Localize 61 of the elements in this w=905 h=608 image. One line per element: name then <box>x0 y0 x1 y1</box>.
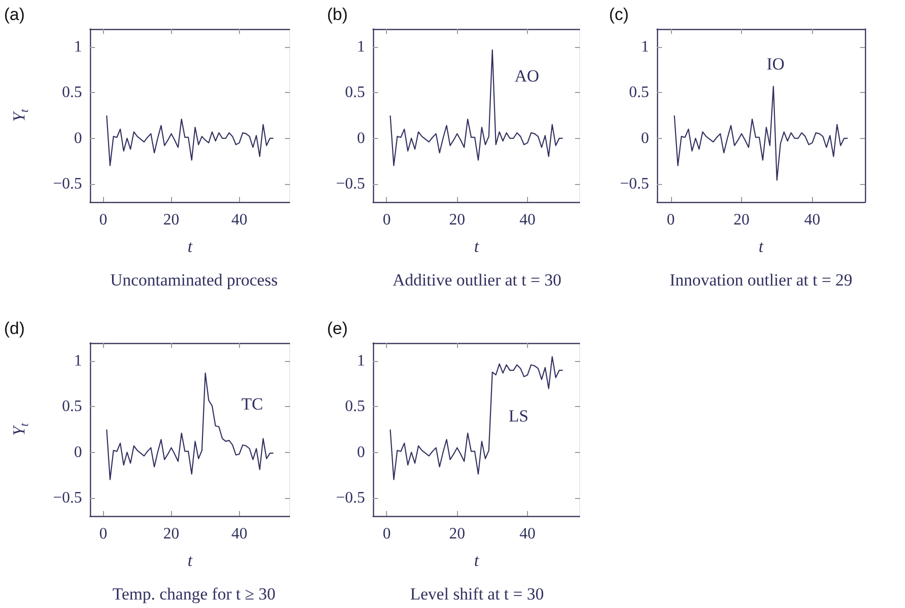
x-tick-label: 20 <box>163 526 180 542</box>
x-tick-label: 0 <box>666 212 675 228</box>
y-tick-label: 1 <box>357 352 365 370</box>
text: Temp. change for t ≥ 30 <box>112 584 276 604</box>
y-tick-label: 0.5 <box>345 84 365 102</box>
line-series <box>106 372 274 480</box>
y-tick-label: 0.5 <box>345 398 365 416</box>
chart-title: (e) <box>327 319 348 338</box>
x-tick-label: 0 <box>99 526 108 542</box>
y-axis-title: Yt <box>10 422 31 436</box>
x-tick-label: 20 <box>163 212 180 228</box>
annotation: AO <box>514 66 540 86</box>
line-series <box>674 86 848 181</box>
chart-title: (c) <box>609 5 629 24</box>
line-series <box>390 49 564 166</box>
x-axis-title: t <box>474 551 480 570</box>
y-tick-label: 1 <box>357 38 365 56</box>
text: Innovation outlier at t = 29 <box>670 270 852 290</box>
y-tick-label: −0.5 <box>336 489 365 506</box>
x-tick-label: 40 <box>231 212 248 228</box>
annotation: LS <box>508 406 529 426</box>
annotation: TC <box>241 394 264 414</box>
x-tick-label: 20 <box>449 212 466 228</box>
text: Uncontaminated process <box>110 270 278 290</box>
y-tick-label: 0.5 <box>62 84 82 102</box>
text: Level shift at t = 30 <box>410 584 544 604</box>
x-axis-title: t <box>474 237 480 256</box>
line-series <box>390 356 564 480</box>
line-series <box>106 114 274 166</box>
x-axis-title: t <box>758 237 765 256</box>
annotation: IO <box>766 54 785 74</box>
y-tick-label: 1 <box>74 38 82 56</box>
y-tick-label: −0.5 <box>336 175 365 192</box>
x-tick-label: 0 <box>382 526 391 542</box>
x-tick-label: 40 <box>520 526 536 542</box>
y-tick-label: 0.5 <box>62 398 82 416</box>
y-tick-label: 1 <box>641 38 649 56</box>
y-tick-label: 1 <box>74 352 82 370</box>
y-tick-label: −0.5 <box>52 175 82 192</box>
y-tick-label: −0.5 <box>52 489 82 506</box>
x-tick-label: 40 <box>231 526 248 542</box>
chart-title: (b) <box>327 5 348 24</box>
text: Additive outlier at t = 30 <box>392 270 562 290</box>
x-tick-label: 20 <box>449 526 466 542</box>
chart-title: (d) <box>4 319 25 338</box>
chart-title: (a) <box>4 5 25 24</box>
x-tick-label: 0 <box>99 212 108 228</box>
x-tick-label: 0 <box>382 212 391 228</box>
y-tick-label: −0.5 <box>620 175 649 192</box>
x-axis-title: t <box>188 551 194 570</box>
y-axis-title: Yt <box>10 108 31 122</box>
y-tick-label: 0 <box>74 444 82 461</box>
x-tick-label: 20 <box>734 212 750 228</box>
x-tick-label: 40 <box>520 212 536 228</box>
y-tick-label: 0 <box>641 130 649 147</box>
y-tick-label: 0 <box>357 444 365 461</box>
y-tick-label: 0.5 <box>629 84 649 102</box>
y-tick-label: 0 <box>74 130 82 147</box>
x-tick-label: 40 <box>804 212 820 228</box>
x-axis-title: t <box>188 237 194 256</box>
y-tick-label: 0 <box>357 130 365 147</box>
